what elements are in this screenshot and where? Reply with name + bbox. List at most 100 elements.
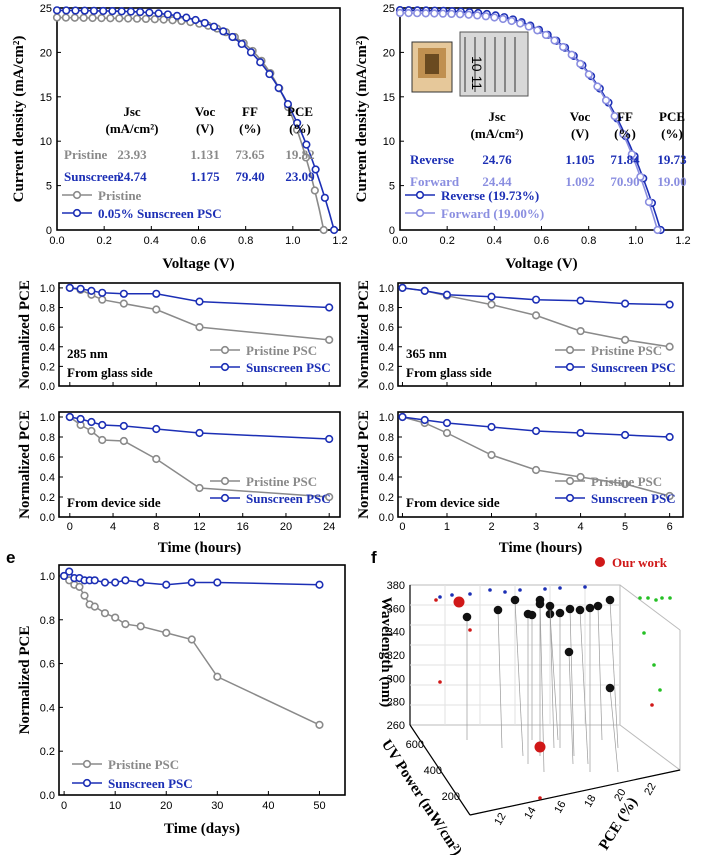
table-cell: 19.82 bbox=[285, 147, 314, 162]
drop-line bbox=[579, 609, 589, 765]
data-point bbox=[136, 578, 145, 587]
x-tick-label: 0.4 bbox=[487, 235, 502, 247]
power-tick-label: 200 bbox=[442, 791, 460, 803]
legend-marker bbox=[72, 190, 82, 200]
legend-marker bbox=[565, 476, 575, 486]
legend-label: Sunscreen PSC bbox=[591, 491, 676, 506]
x-axis-label: Voltage (V) bbox=[505, 256, 577, 272]
jv-point bbox=[52, 6, 62, 15]
y-tick-label: 0.0 bbox=[379, 381, 394, 393]
legend-label: Sunscreen PSC bbox=[246, 491, 331, 506]
y-tick-label: 0.0 bbox=[379, 512, 394, 524]
table-cell: 24.76 bbox=[482, 152, 512, 167]
green-projection bbox=[646, 596, 650, 600]
jv-point bbox=[200, 18, 209, 28]
blue-projection bbox=[518, 588, 522, 592]
jv-point bbox=[490, 13, 499, 22]
y-tick-label: 5 bbox=[389, 181, 395, 193]
jv-point bbox=[559, 42, 568, 52]
jv-point bbox=[498, 14, 508, 24]
data-point bbox=[187, 578, 196, 587]
data-point bbox=[80, 591, 89, 600]
pce-axis-label: PCE (%) bbox=[596, 795, 641, 853]
y-tick-label: 0.8 bbox=[40, 615, 55, 627]
data-point bbox=[111, 578, 120, 587]
jv-point bbox=[464, 10, 473, 19]
pce-tick-label: 14 bbox=[522, 805, 539, 822]
jv-point bbox=[293, 118, 302, 128]
drop-line bbox=[597, 605, 603, 741]
data-point bbox=[100, 609, 110, 618]
legend-marker-our-work bbox=[595, 557, 605, 567]
legend-label: Pristine PSC bbox=[108, 757, 179, 772]
jv-point bbox=[302, 140, 311, 149]
data-point bbox=[136, 622, 145, 631]
jv-point bbox=[136, 7, 145, 17]
jv-point bbox=[550, 36, 559, 45]
annotation-text: From device side bbox=[406, 495, 500, 510]
data-point bbox=[98, 420, 107, 430]
our-work-point bbox=[453, 596, 465, 608]
x-tick-label: 0.2 bbox=[97, 235, 112, 247]
x-tick-label: 50 bbox=[313, 800, 325, 812]
x-axis-label: Voltage (V) bbox=[162, 256, 234, 272]
y-axis-label: Current density (mA/cm²) bbox=[11, 36, 27, 203]
data-point bbox=[398, 412, 407, 422]
y-tick-label: 15 bbox=[40, 92, 52, 104]
y-tick-label: 0.0 bbox=[40, 381, 55, 393]
plot-frame bbox=[397, 411, 684, 518]
data-point bbox=[531, 311, 541, 320]
y-tick-label: 0.6 bbox=[40, 452, 55, 464]
data-point bbox=[152, 424, 161, 434]
data-point bbox=[87, 417, 96, 427]
jv-point bbox=[274, 83, 283, 93]
x-tick-label: 5 bbox=[622, 521, 628, 533]
z-tick-label: 380 bbox=[387, 580, 405, 592]
jv-point bbox=[145, 8, 154, 17]
data-point bbox=[98, 435, 107, 445]
jv-point bbox=[172, 11, 182, 20]
jv-point bbox=[126, 7, 135, 16]
jv-point bbox=[311, 165, 320, 174]
y-tick-label: 20 bbox=[40, 47, 52, 59]
blue-projection bbox=[468, 592, 472, 596]
data-point bbox=[121, 576, 130, 585]
data-point bbox=[187, 635, 196, 644]
legend-label: Sunscreen PSC bbox=[246, 360, 331, 375]
data-point bbox=[442, 428, 452, 438]
data-point bbox=[87, 286, 96, 295]
jv-point bbox=[61, 13, 70, 22]
z-tick-label: 300 bbox=[387, 673, 405, 685]
table-row-label: Forward bbox=[410, 174, 460, 189]
pce-tick-label: 18 bbox=[582, 793, 599, 810]
data-point bbox=[121, 620, 130, 629]
data-point bbox=[213, 672, 222, 681]
y-tick-label: 0.2 bbox=[379, 492, 394, 504]
y-tick-label: 0.4 bbox=[40, 472, 55, 484]
x-tick-label: 1.0 bbox=[285, 235, 300, 247]
legend-marker bbox=[220, 362, 230, 372]
jv-point bbox=[619, 129, 628, 139]
y-tick-label: 1.0 bbox=[379, 412, 394, 424]
literature-point bbox=[493, 605, 503, 615]
table-row-label: Pristine bbox=[64, 147, 108, 162]
x-tick-label: 0.2 bbox=[440, 235, 455, 247]
y-tick-label: 25 bbox=[383, 3, 395, 15]
x-tick-label: 0.8 bbox=[238, 235, 253, 247]
panel-a-jv-curve: 0.0 0.2 0.4 0.6 0.8 1.0 1.2 0 5 10 15 20 25 Voltage (… bbox=[11, 3, 348, 272]
data-point bbox=[60, 571, 69, 581]
jv-point bbox=[265, 69, 274, 79]
y-tick-label: 0.6 bbox=[40, 322, 55, 334]
jv-point bbox=[404, 8, 413, 18]
our-work-point-projection bbox=[534, 741, 546, 753]
jv-point bbox=[209, 22, 219, 31]
data-point bbox=[576, 296, 585, 305]
data-point bbox=[487, 300, 496, 309]
data-point bbox=[195, 483, 204, 493]
blue-projection bbox=[438, 595, 442, 599]
literature-point bbox=[462, 612, 472, 622]
jv-point bbox=[191, 15, 200, 25]
jv-point bbox=[99, 6, 108, 16]
pce-axis bbox=[469, 769, 681, 816]
